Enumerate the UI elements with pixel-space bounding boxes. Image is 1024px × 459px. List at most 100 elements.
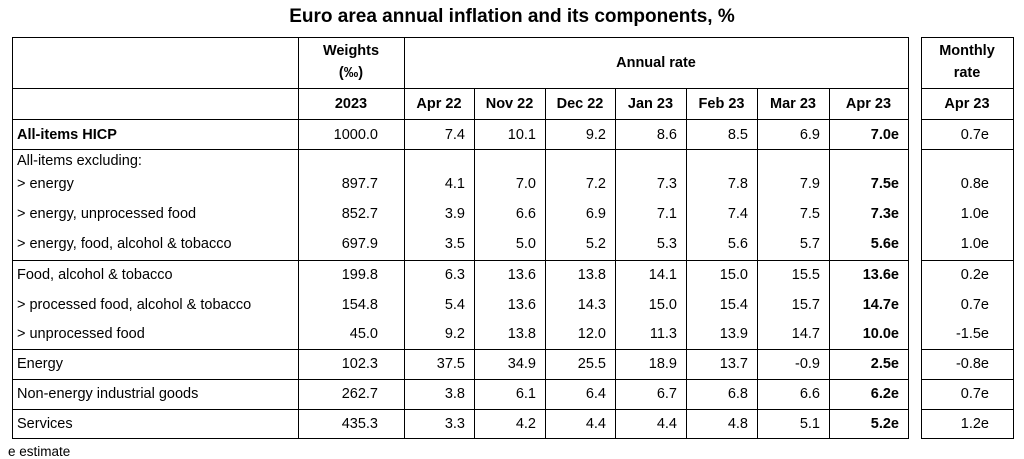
row-value: 6.6: [799, 386, 820, 402]
month-header: Feb 23: [698, 96, 745, 112]
row-weight: 852.7: [341, 206, 378, 222]
row-value: 7.5e: [870, 176, 899, 192]
row-value: 5.6: [727, 236, 748, 252]
row-value: 13.9: [719, 326, 748, 342]
row-value: 6.9: [585, 206, 606, 222]
row-weight: 897.7: [341, 176, 378, 192]
weights-header-line1: Weights: [322, 43, 380, 59]
row-value: 5.1: [799, 416, 820, 432]
row-value: 5.0: [515, 236, 536, 252]
row-label: > energy, food, alcohol & tobacco: [17, 236, 232, 252]
row-value: 13.6: [507, 297, 536, 313]
row-value: 6.3: [444, 267, 465, 283]
row-value: 6.7: [656, 386, 677, 402]
monthly-rate-header-line1: Monthly: [939, 43, 995, 59]
row-value: 7.3: [656, 176, 677, 192]
row-weight: 154.8: [341, 297, 378, 313]
row-value: 10.1: [507, 127, 536, 143]
row-weight: 45.0: [349, 326, 378, 342]
row-value: 7.9: [799, 176, 820, 192]
row-value: 4.4: [656, 416, 677, 432]
row-value: 7.3e: [870, 206, 899, 222]
row-monthly: 1.2e: [960, 416, 989, 432]
row-label: > energy: [17, 176, 74, 192]
row-value: 4.2: [515, 416, 536, 432]
row-value: 37.5: [436, 356, 465, 372]
weights-year-header: 2023: [334, 96, 368, 112]
row-value: 3.8: [444, 386, 465, 402]
footnote: e estimate: [8, 444, 71, 459]
row-value: 13.6: [507, 267, 536, 283]
row-monthly: 0.7e: [960, 297, 989, 313]
excluding-label: All-items excluding:: [17, 153, 142, 169]
row-label: > processed food, alcohol & tobacco: [17, 297, 252, 313]
row-value: 5.4: [444, 297, 465, 313]
row-value: 3.5: [444, 236, 465, 252]
row-value: 5.2: [585, 236, 606, 252]
row-value: 2.5e: [870, 356, 899, 372]
row-value: 7.0e: [870, 127, 899, 143]
row-value: 14.1: [648, 267, 677, 283]
monthly-rate-header-line2: rate: [953, 65, 981, 81]
row-monthly: 0.8e: [960, 176, 989, 192]
row-value: 3.9: [444, 206, 465, 222]
row-value: 6.4: [585, 386, 606, 402]
annual-rate-header: Annual rate: [616, 55, 696, 71]
row-weight: 262.7: [341, 386, 378, 402]
row-label: Energy: [17, 356, 63, 372]
row-value: 14.7e: [862, 297, 899, 313]
row-value: 7.2: [585, 176, 606, 192]
weights-header-line2: (‰): [338, 65, 364, 81]
row-value: 13.8: [577, 267, 606, 283]
row-value: 5.3: [656, 236, 677, 252]
row-value: 6.9: [799, 127, 820, 143]
row-value: 4.4: [585, 416, 606, 432]
row-value: 15.7: [791, 297, 820, 313]
month-header: Nov 22: [485, 96, 534, 112]
row-label: All-items HICP: [17, 127, 117, 143]
monthly-month-header: Apr 23: [944, 96, 990, 112]
table-title: Euro area annual inflation and its compo…: [289, 6, 735, 27]
month-header: Apr 23: [845, 96, 892, 112]
row-value: 4.8: [727, 416, 748, 432]
row-value: 3.3: [444, 416, 465, 432]
row-value: 12.0: [577, 326, 606, 342]
row-value: 7.0: [515, 176, 536, 192]
row-value: 7.4: [727, 206, 748, 222]
row-monthly: -0.8e: [955, 356, 989, 372]
row-monthly: 0.7e: [960, 386, 989, 402]
row-value: 7.5: [799, 206, 820, 222]
row-weight: 697.9: [341, 236, 378, 252]
row-weight: 1000.0: [333, 127, 378, 143]
row-value: 6.1: [515, 386, 536, 402]
row-weight: 199.8: [341, 267, 378, 283]
row-value: 13.7: [719, 356, 748, 372]
month-header: Jan 23: [627, 96, 674, 112]
row-value: 7.1: [656, 206, 677, 222]
row-value: 13.8: [507, 326, 536, 342]
row-value: 6.8: [727, 386, 748, 402]
row-label: Non-energy industrial goods: [17, 386, 199, 402]
row-value: 14.7: [791, 326, 820, 342]
row-value: 7.4: [444, 127, 465, 143]
row-monthly: 0.2e: [960, 267, 989, 283]
row-monthly: 1.0e: [960, 206, 989, 222]
row-value: 25.5: [577, 356, 606, 372]
row-monthly: 1.0e: [960, 236, 989, 252]
row-value: 7.8: [727, 176, 748, 192]
row-value: 34.9: [507, 356, 536, 372]
row-value: 8.6: [656, 127, 677, 143]
row-value: 8.5: [727, 127, 748, 143]
row-monthly: 0.7e: [960, 127, 989, 143]
row-value: 9.2: [585, 127, 606, 143]
row-value: 10.0e: [862, 326, 899, 342]
row-label: > unprocessed food: [17, 326, 145, 342]
row-value: 6.2e: [870, 386, 899, 402]
row-label: Food, alcohol & tobacco: [17, 267, 173, 283]
row-value: 13.6e: [862, 267, 899, 283]
row-value: 5.2e: [870, 416, 899, 432]
row-value: 9.2: [444, 326, 465, 342]
row-value: 11.3: [649, 326, 677, 342]
month-header: Mar 23: [770, 96, 816, 112]
